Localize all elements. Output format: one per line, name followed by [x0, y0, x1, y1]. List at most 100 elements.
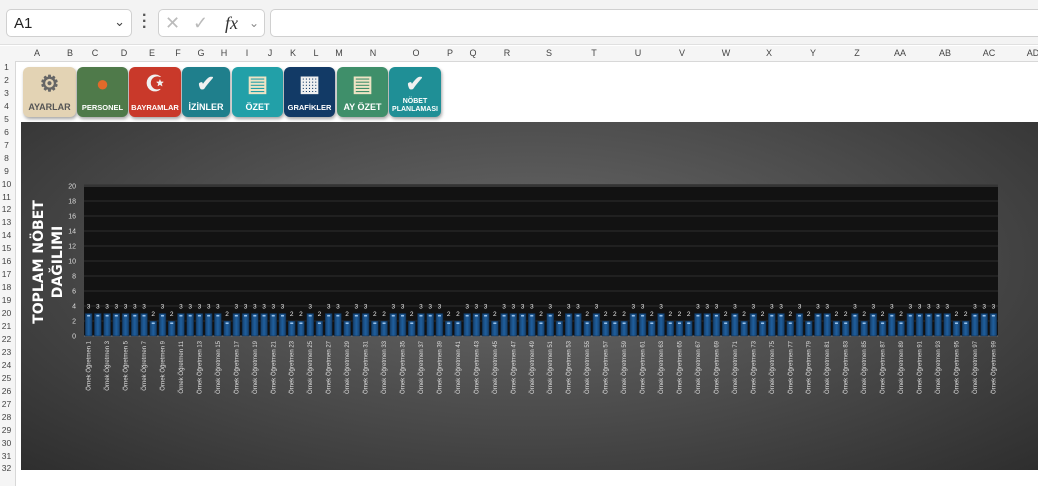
button-bayramlar[interactable]: ☪ BAYRAMLAR — [129, 67, 181, 117]
column-header[interactable]: A — [33, 48, 41, 58]
button-label: ÖZET — [245, 102, 270, 112]
row-header[interactable]: 6 — [4, 126, 9, 137]
row-header[interactable]: 20 — [1, 308, 12, 319]
button-i̇zi̇nler[interactable]: ✔ İZİNLER — [182, 67, 230, 117]
row-header[interactable]: 25 — [1, 372, 12, 383]
data-label: 3 — [927, 304, 931, 311]
column-header[interactable]: V — [678, 48, 686, 58]
column-header[interactable]: R — [503, 48, 511, 58]
x-icon[interactable]: ✕ — [165, 13, 181, 33]
row-header[interactable]: 7 — [4, 139, 9, 150]
column-header[interactable]: C — [91, 48, 99, 58]
row-header[interactable]: 5 — [4, 113, 9, 124]
row-header[interactable]: 29 — [1, 424, 12, 435]
column-header[interactable]: P — [446, 48, 454, 58]
column-header[interactable]: AA — [893, 48, 907, 58]
bar-highlight — [622, 322, 626, 324]
bar-highlight — [244, 315, 248, 317]
row-header[interactable]: 30 — [1, 437, 12, 448]
button-ay-özet[interactable]: ▤ AY ÖZET — [337, 67, 388, 117]
chevron-down-icon[interactable]: ⌄ — [249, 16, 260, 30]
chevron-down-icon[interactable]: ⌄ — [114, 14, 125, 29]
column-header[interactable]: G — [197, 48, 205, 58]
formula-input[interactable] — [270, 9, 1038, 37]
column-header[interactable]: O — [412, 48, 420, 58]
row-header[interactable]: 19 — [1, 295, 12, 306]
bar-highlight — [613, 322, 617, 324]
bar — [666, 320, 674, 337]
column-header[interactable]: L — [313, 48, 319, 58]
row-header[interactable]: 18 — [1, 282, 12, 293]
column-header[interactable]: AB — [938, 48, 952, 58]
row-header[interactable]: 23 — [1, 346, 12, 357]
row-header[interactable]: 1 — [4, 62, 9, 72]
x-tick-label: Örnek Öğretmen 85 — [861, 340, 868, 394]
column-header[interactable]: I — [245, 48, 249, 58]
bar — [915, 313, 924, 337]
row-header[interactable]: 14 — [1, 230, 12, 241]
row-header[interactable]: 26 — [1, 385, 12, 396]
bar — [934, 313, 942, 337]
bar-highlight — [225, 322, 229, 324]
row-header[interactable]: 28 — [1, 411, 12, 422]
row-header[interactable]: 32 — [1, 463, 12, 474]
column-header[interactable]: Y — [809, 48, 817, 58]
row-header[interactable]: 24 — [1, 359, 12, 370]
column-header[interactable]: X — [765, 48, 773, 58]
row-header[interactable]: 8 — [4, 152, 9, 163]
bar — [112, 313, 121, 337]
name-box[interactable]: A1 ⌄ — [6, 9, 132, 37]
button-grafi̇kler[interactable]: ▦ GRAFİKLER — [284, 67, 335, 117]
row-header[interactable]: 2 — [4, 74, 9, 85]
row-header[interactable]: 12 — [1, 204, 12, 215]
column-header[interactable]: Q — [469, 48, 477, 58]
column-header[interactable]: H — [220, 48, 228, 58]
column-header[interactable]: J — [267, 48, 273, 58]
more-options-icon[interactable]: · · · — [142, 7, 148, 36]
bar-highlight — [105, 315, 109, 317]
fx-button[interactable]: fx — [225, 13, 238, 33]
row-header[interactable]: 21 — [1, 321, 12, 331]
row-header[interactable]: 3 — [4, 87, 9, 98]
column-header[interactable]: D — [120, 48, 128, 58]
row-header[interactable]: 22 — [1, 333, 12, 344]
row-header[interactable]: 9 — [4, 165, 9, 176]
bar — [989, 313, 998, 337]
row-header[interactable]: 27 — [1, 398, 12, 409]
column-header[interactable]: B — [66, 48, 74, 58]
bar-highlight — [548, 315, 552, 317]
row-header[interactable]: 4 — [4, 100, 9, 111]
x-tick-label: Örnek Öğretmen 63 — [658, 340, 665, 394]
column-header[interactable]: Z — [854, 48, 860, 58]
data-label: 3 — [161, 304, 165, 311]
column-header[interactable]: AD — [1026, 48, 1038, 58]
row-header[interactable]: 31 — [1, 450, 12, 461]
column-header[interactable]: F — [175, 48, 181, 58]
row-header[interactable]: 13 — [1, 217, 12, 228]
button-ayarlar[interactable]: ⚙ AYARLAR — [23, 67, 76, 117]
column-header[interactable]: T — [591, 48, 597, 58]
bar-highlight — [604, 322, 608, 324]
column-header[interactable]: W — [721, 48, 731, 58]
button-nöbet-planlamasi[interactable]: ✔ NÖBET PLANLAMASI — [389, 67, 441, 117]
row-header[interactable]: 15 — [1, 243, 12, 254]
x-tick-label: Örnek Öğretmen 15 — [215, 340, 222, 394]
bar — [380, 320, 388, 337]
row-header[interactable]: 10 — [1, 178, 12, 189]
column-header[interactable]: S — [545, 48, 553, 58]
check-icon[interactable]: ✓ — [193, 13, 209, 33]
column-header[interactable]: AC — [982, 48, 996, 58]
row-header[interactable]: 11 — [2, 191, 11, 202]
column-header[interactable]: K — [289, 48, 297, 58]
column-header[interactable]: N — [369, 48, 377, 58]
button-özet[interactable]: ▤ ÖZET — [232, 67, 283, 117]
bar — [786, 320, 794, 337]
row-header[interactable]: 16 — [1, 256, 12, 267]
button-personel[interactable]: ● PERSONEL — [77, 67, 128, 117]
x-tick-label: Örnek Öğretmen 17 — [233, 340, 240, 394]
column-header[interactable]: M — [335, 48, 343, 58]
bar-highlight — [290, 322, 294, 324]
row-header[interactable]: 17 — [1, 269, 12, 280]
column-header[interactable]: U — [634, 48, 642, 58]
column-header[interactable]: E — [148, 48, 156, 58]
